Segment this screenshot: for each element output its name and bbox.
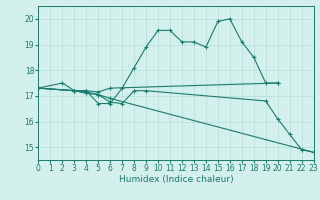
X-axis label: Humidex (Indice chaleur): Humidex (Indice chaleur) bbox=[119, 175, 233, 184]
